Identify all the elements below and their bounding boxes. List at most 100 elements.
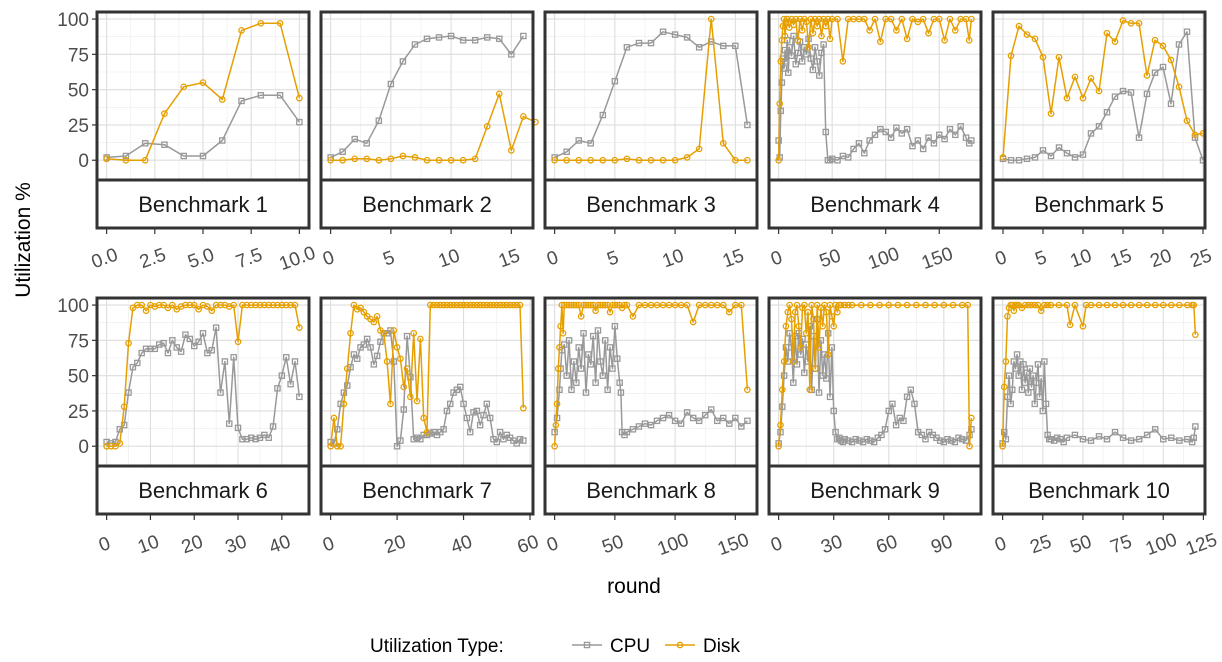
data-point-disk: [440, 301, 447, 309]
strip-box: [543, 464, 759, 516]
data-point-cpu: [594, 327, 602, 334]
data-point-disk: [125, 339, 132, 347]
data-point-disk: [182, 301, 189, 309]
y-tick-label: 25: [68, 116, 89, 137]
data-point-disk: [433, 301, 441, 309]
data-point-disk: [968, 414, 975, 422]
data-point-disk: [103, 442, 110, 450]
data-point-disk: [390, 327, 398, 334]
data-point-disk: [186, 301, 194, 309]
data-point-cpu: [944, 435, 951, 443]
data-point-disk: [782, 322, 790, 330]
data-point-disk: [551, 442, 558, 450]
data-point-cpu: [616, 379, 623, 386]
series-line-disk: [106, 22, 301, 161]
data-point-disk: [520, 404, 527, 412]
data-point-cpu: [855, 140, 863, 147]
data-point-disk: [744, 156, 751, 164]
strip-box: [95, 464, 311, 516]
data-point-cpu: [1183, 28, 1191, 36]
data-point-disk: [411, 154, 419, 161]
x-tick-label: 10: [660, 245, 687, 272]
data-point-cpu: [570, 358, 578, 365]
data-point-cpu: [1159, 435, 1167, 443]
data-point-cpu: [898, 130, 906, 137]
data-point-cpu: [818, 49, 825, 57]
data-point-cpu: [520, 437, 527, 444]
data-point-disk: [347, 329, 354, 337]
x-tick-label: 0: [993, 247, 1010, 270]
data-point-cpu: [1063, 149, 1071, 157]
data-point-cpu: [1013, 351, 1021, 358]
data-point-disk: [788, 15, 795, 23]
data-point-disk: [480, 301, 487, 309]
data-point-disk: [1151, 301, 1159, 309]
data-point-cpu: [575, 344, 582, 351]
data-point-disk: [360, 308, 368, 316]
x-tick-label: 0: [768, 247, 785, 270]
data-point-cpu: [1020, 361, 1027, 368]
data-point-cpu: [726, 420, 733, 427]
x-tick-label: 10.0: [277, 243, 319, 275]
data-point-disk: [230, 301, 238, 309]
series-cpu: [103, 92, 303, 161]
data-point-cpu: [780, 372, 788, 379]
data-point-cpu: [922, 435, 929, 443]
data-point-cpu: [440, 426, 447, 433]
data-point-disk: [426, 301, 434, 309]
data-point-cpu: [287, 380, 294, 388]
y-tick-label: 0: [78, 437, 89, 458]
data-point-disk: [327, 442, 334, 450]
data-point-disk: [1191, 131, 1199, 139]
data-point-cpu: [190, 342, 198, 350]
data-point-disk: [885, 301, 893, 309]
data-point-disk: [460, 301, 467, 309]
legend-title: Utilization Type:: [370, 636, 504, 657]
data-point-cpu: [195, 338, 202, 346]
data-point-disk: [779, 22, 787, 30]
data-point-disk: [252, 301, 259, 309]
data-point-cpu: [463, 414, 471, 422]
data-point-disk: [1071, 73, 1079, 81]
data-point-disk: [513, 301, 521, 309]
data-point-cpu: [296, 118, 303, 126]
data-point-cpu: [296, 393, 303, 401]
x-tick-label: 10: [1068, 245, 1095, 272]
data-point-cpu: [568, 386, 575, 394]
data-point-disk: [1087, 301, 1095, 309]
data-point-cpu: [587, 140, 595, 147]
data-point-disk: [436, 301, 444, 309]
data-point-disk: [815, 344, 823, 351]
data-point-cpu: [573, 379, 580, 386]
data-point-disk: [839, 58, 847, 65]
data-point-disk: [807, 15, 815, 23]
data-point-cpu: [1031, 154, 1039, 161]
data-point-cpu: [403, 332, 411, 340]
strip-label: Benchmark 3: [586, 192, 716, 217]
data-point-cpu: [659, 414, 667, 422]
data-point-cpu: [230, 354, 237, 361]
x-tick-label: 15: [720, 245, 747, 272]
data-point-disk: [587, 156, 595, 164]
data-point-disk: [274, 301, 281, 309]
strip-box: [991, 464, 1207, 516]
data-point-disk: [841, 301, 849, 309]
data-point-disk: [339, 156, 347, 164]
legend-items: CPU Disk: [572, 636, 740, 657]
series-line-cpu: [330, 35, 525, 159]
data-point-cpu: [907, 386, 915, 394]
data-point-cpu: [1127, 437, 1135, 444]
strip-label: Benchmark 5: [1034, 192, 1164, 217]
data-point-cpu: [1055, 144, 1063, 151]
strip-label: Benchmark 8: [586, 478, 716, 503]
x-axis-title: round: [607, 575, 661, 598]
data-point-cpu: [1000, 428, 1008, 436]
data-point-cpu: [483, 400, 491, 408]
panel-benchmark-5: Benchmark 5 0 5 10 15 20 25: [991, 10, 1215, 272]
data-point-cpu: [1018, 386, 1026, 394]
data-point-disk: [877, 38, 884, 45]
x-tick-label: 0: [544, 247, 561, 270]
data-point-disk: [447, 156, 455, 164]
